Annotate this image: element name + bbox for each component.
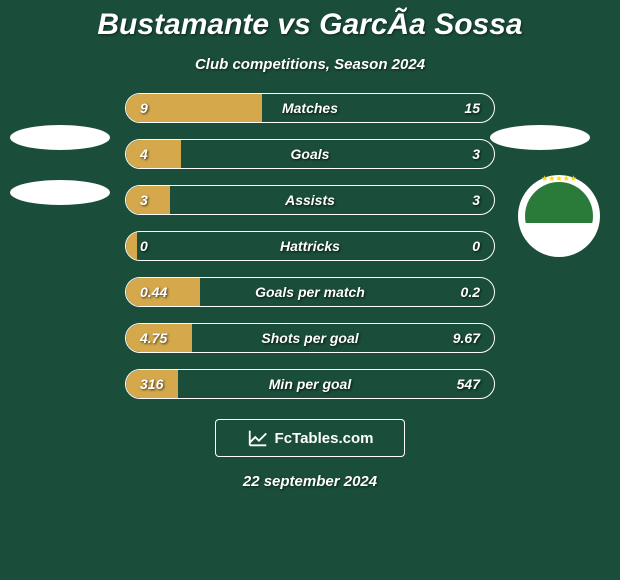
bar-left: [126, 232, 137, 260]
stat-label: Min per goal: [269, 376, 351, 392]
main-container: Bustamante vs GarcÃa Sossa Club competit…: [0, 0, 620, 580]
stat-label: Assists: [285, 192, 335, 208]
stat-row: 4.75 9.67 Shots per goal: [125, 323, 495, 353]
stat-row: 9 15 Matches: [125, 93, 495, 123]
left-player-placeholder: [10, 125, 110, 235]
badge-inner: ★★★★★: [525, 182, 593, 250]
stat-value-right: 0.2: [461, 284, 480, 300]
stat-label: Goals: [291, 146, 330, 162]
stat-value-right: 9.67: [453, 330, 480, 346]
chart-icon: [247, 427, 269, 449]
stat-value-right: 547: [457, 376, 480, 392]
stat-value-left: 0: [140, 238, 148, 254]
left-oval-2: [10, 180, 110, 205]
stat-value-left: 3: [140, 192, 148, 208]
right-player-placeholder: [490, 125, 590, 180]
watermark-text: FcTables.com: [275, 430, 374, 447]
right-oval-1: [490, 125, 590, 150]
stat-value-left: 4: [140, 146, 148, 162]
stat-value-right: 15: [464, 100, 480, 116]
watermark: FcTables.com: [215, 419, 405, 457]
stat-value-right: 3: [472, 192, 480, 208]
bar-left: [126, 186, 170, 214]
left-oval-1: [10, 125, 110, 150]
stat-label: Hattricks: [280, 238, 340, 254]
stat-row: 316 547 Min per goal: [125, 369, 495, 399]
stat-row: 4 3 Goals: [125, 139, 495, 169]
bar-left: [126, 140, 181, 168]
stat-value-left: 4.75: [140, 330, 167, 346]
stats-container: 9 15 Matches 4 3 Goals 3 3 Assists 0 0 Hattricks 0.4…: [125, 93, 495, 399]
stat-value-left: 316: [140, 376, 163, 392]
stat-row: 0 0 Hattricks: [125, 231, 495, 261]
stat-value-right: 3: [472, 146, 480, 162]
stat-value-right: 0: [472, 238, 480, 254]
stat-label: Shots per goal: [261, 330, 358, 346]
stat-label: Goals per match: [255, 284, 365, 300]
subtitle: Club competitions, Season 2024: [195, 56, 425, 73]
club-badge: ★★★★★: [518, 175, 600, 257]
stat-row: 0.44 0.2 Goals per match: [125, 277, 495, 307]
stat-value-left: 0.44: [140, 284, 167, 300]
page-title: Bustamante vs GarcÃa Sossa: [97, 8, 522, 42]
badge-stars: ★★★★★: [541, 174, 577, 183]
stat-label: Matches: [282, 100, 338, 116]
stat-row: 3 3 Assists: [125, 185, 495, 215]
date-label: 22 september 2024: [243, 473, 377, 490]
stat-value-left: 9: [140, 100, 148, 116]
